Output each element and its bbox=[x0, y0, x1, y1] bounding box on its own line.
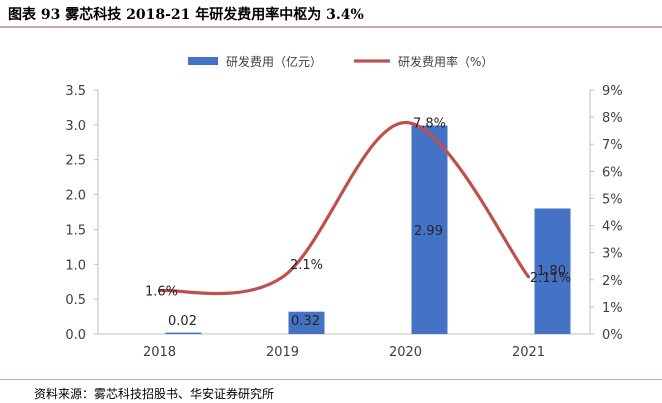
y-right-tick-label: 1% bbox=[602, 301, 623, 316]
y-left-tick-label: 3.5 bbox=[65, 84, 86, 99]
y-right-tick-label: 9% bbox=[602, 84, 623, 99]
y-right-tick-label: 6% bbox=[602, 165, 623, 180]
x-tick-label: 2020 bbox=[389, 345, 422, 360]
bar bbox=[411, 125, 448, 334]
source-note: 资料来源：雾芯科技招股书、华安证券研究所 bbox=[34, 387, 275, 401]
line-data-label: 2.1% bbox=[290, 258, 323, 273]
x-tick-label: 2018 bbox=[143, 345, 176, 360]
bar bbox=[288, 311, 325, 334]
bar-data-label: 1.80 bbox=[537, 264, 566, 279]
top-rule bbox=[0, 26, 662, 28]
y-right-tick-label: 3% bbox=[602, 247, 623, 262]
bar-data-label: 2.99 bbox=[414, 224, 443, 239]
legend-bar-label: 研发费用（亿元） bbox=[226, 54, 322, 69]
y-left-tick-label: 1.0 bbox=[65, 258, 86, 273]
y-right-tick-label: 5% bbox=[602, 192, 623, 207]
legend-bar-swatch bbox=[188, 57, 218, 65]
bar bbox=[165, 332, 202, 334]
bar bbox=[534, 208, 571, 334]
y-left-tick-label: 2.5 bbox=[65, 154, 86, 169]
line-data-label: 7.8% bbox=[413, 117, 446, 132]
y-left-tick-label: 3.0 bbox=[65, 119, 86, 134]
y-right-tick-label: 8% bbox=[602, 111, 623, 126]
y-left-tick-label: 0.5 bbox=[65, 293, 86, 308]
x-tick-label: 2021 bbox=[512, 345, 545, 360]
y-left-tick-label: 0.0 bbox=[65, 328, 86, 343]
y-left-tick-label: 2.0 bbox=[65, 189, 86, 204]
y-left-tick-label: 1.5 bbox=[65, 223, 86, 238]
figure-title: 图表 93 雾芯科技 2018-21 年研发费用率中枢为 3.4% bbox=[8, 7, 364, 23]
line-data-label: 2.11% bbox=[530, 271, 571, 286]
legend-line-label: 研发费用率（%） bbox=[398, 54, 493, 69]
y-right-tick-label: 7% bbox=[602, 138, 623, 153]
bottom-rule bbox=[0, 379, 662, 380]
rate-line bbox=[157, 120, 531, 296]
bar-data-label: 0.02 bbox=[168, 314, 197, 329]
y-right-tick-label: 4% bbox=[602, 220, 623, 235]
y-right-tick-label: 0% bbox=[602, 328, 623, 343]
bar-data-label: 0.32 bbox=[291, 314, 320, 329]
x-tick-label: 2019 bbox=[266, 345, 299, 360]
y-right-tick-label: 2% bbox=[602, 274, 623, 289]
line-data-label: 1.6% bbox=[145, 285, 178, 300]
